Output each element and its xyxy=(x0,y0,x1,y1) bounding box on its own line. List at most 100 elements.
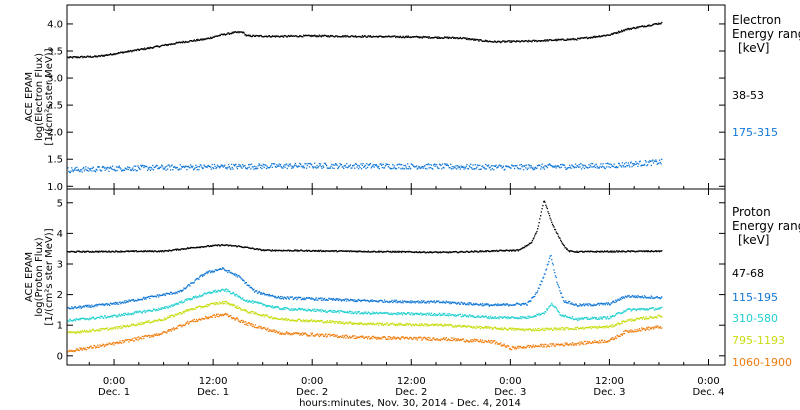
data-point xyxy=(235,275,237,277)
data-point xyxy=(153,250,155,252)
data-point xyxy=(200,307,202,309)
data-point xyxy=(656,23,658,25)
data-point xyxy=(477,165,479,167)
data-point xyxy=(158,167,160,169)
data-point xyxy=(115,326,117,328)
data-point xyxy=(626,29,628,31)
data-point xyxy=(562,314,564,316)
data-point xyxy=(323,162,326,164)
data-point xyxy=(115,314,117,317)
data-point xyxy=(187,320,189,323)
data-point xyxy=(128,166,130,168)
data-point xyxy=(207,165,209,167)
data-point xyxy=(580,327,582,329)
data-point xyxy=(141,312,143,314)
data-point xyxy=(77,57,79,59)
data-point xyxy=(276,318,278,320)
data-point xyxy=(279,295,282,298)
data-point xyxy=(354,323,356,325)
data-point xyxy=(146,169,149,171)
data-point xyxy=(438,301,441,304)
data-point xyxy=(267,35,269,38)
data-point xyxy=(248,34,250,36)
data-point xyxy=(531,166,533,168)
data-point xyxy=(401,324,404,326)
data-point xyxy=(88,347,90,349)
data-point xyxy=(256,290,258,292)
data-point xyxy=(383,312,385,314)
data-point xyxy=(630,310,632,312)
data-point xyxy=(330,35,332,37)
data-point xyxy=(576,305,578,307)
data-point xyxy=(636,162,638,164)
data-point xyxy=(609,166,612,169)
data-point xyxy=(215,167,217,170)
data-point xyxy=(519,329,522,331)
data-point xyxy=(319,310,321,312)
data-point xyxy=(352,250,354,252)
data-point xyxy=(248,284,250,287)
data-point xyxy=(348,321,350,323)
data-point xyxy=(624,321,626,323)
data-point xyxy=(264,294,266,296)
data-point xyxy=(659,298,661,300)
data-point xyxy=(335,249,337,252)
data-point xyxy=(336,164,338,166)
data-point xyxy=(595,163,597,165)
data-point xyxy=(319,297,321,300)
data-point xyxy=(424,324,427,326)
data-point xyxy=(419,252,421,254)
data-point xyxy=(73,350,75,352)
data-point xyxy=(498,250,500,252)
data-point xyxy=(346,35,348,37)
data-point xyxy=(600,35,603,37)
data-point xyxy=(142,310,144,312)
data-point xyxy=(323,35,325,37)
data-point xyxy=(425,323,427,325)
data-point xyxy=(537,328,539,330)
data-point xyxy=(595,304,597,306)
data-point xyxy=(577,328,580,330)
data-point xyxy=(216,164,219,166)
data-point xyxy=(411,300,413,302)
data-point xyxy=(552,166,554,168)
data-point xyxy=(97,166,100,169)
data-point xyxy=(495,41,497,43)
data-point xyxy=(262,303,265,305)
data-point xyxy=(561,38,563,40)
data-point xyxy=(74,306,77,308)
data-point xyxy=(277,250,279,252)
data-point xyxy=(456,37,459,39)
data-point xyxy=(161,294,163,296)
data-point xyxy=(661,306,663,308)
data-point xyxy=(412,36,414,38)
data-point xyxy=(261,167,263,170)
data-point xyxy=(349,321,352,323)
data-point xyxy=(538,222,540,224)
data-point xyxy=(535,232,537,234)
data-point xyxy=(655,316,658,318)
data-point xyxy=(589,326,591,329)
data-point xyxy=(245,246,247,248)
data-point xyxy=(503,249,505,252)
data-point xyxy=(260,314,262,316)
data-point xyxy=(112,303,114,305)
data-point xyxy=(368,251,370,253)
data-point xyxy=(469,303,471,305)
data-point xyxy=(212,167,214,169)
data-point xyxy=(618,250,620,252)
data-point xyxy=(402,312,404,314)
data-point xyxy=(344,323,346,325)
data-point xyxy=(400,36,402,38)
data-point xyxy=(571,302,573,304)
data-point xyxy=(438,251,441,254)
data-point xyxy=(351,311,353,313)
data-point xyxy=(381,324,383,326)
data-point xyxy=(601,35,603,37)
data-point xyxy=(198,318,200,321)
data-point xyxy=(207,291,210,294)
data-point xyxy=(436,37,438,39)
data-point xyxy=(408,36,410,38)
data-point xyxy=(207,37,210,39)
data-point xyxy=(565,327,567,329)
